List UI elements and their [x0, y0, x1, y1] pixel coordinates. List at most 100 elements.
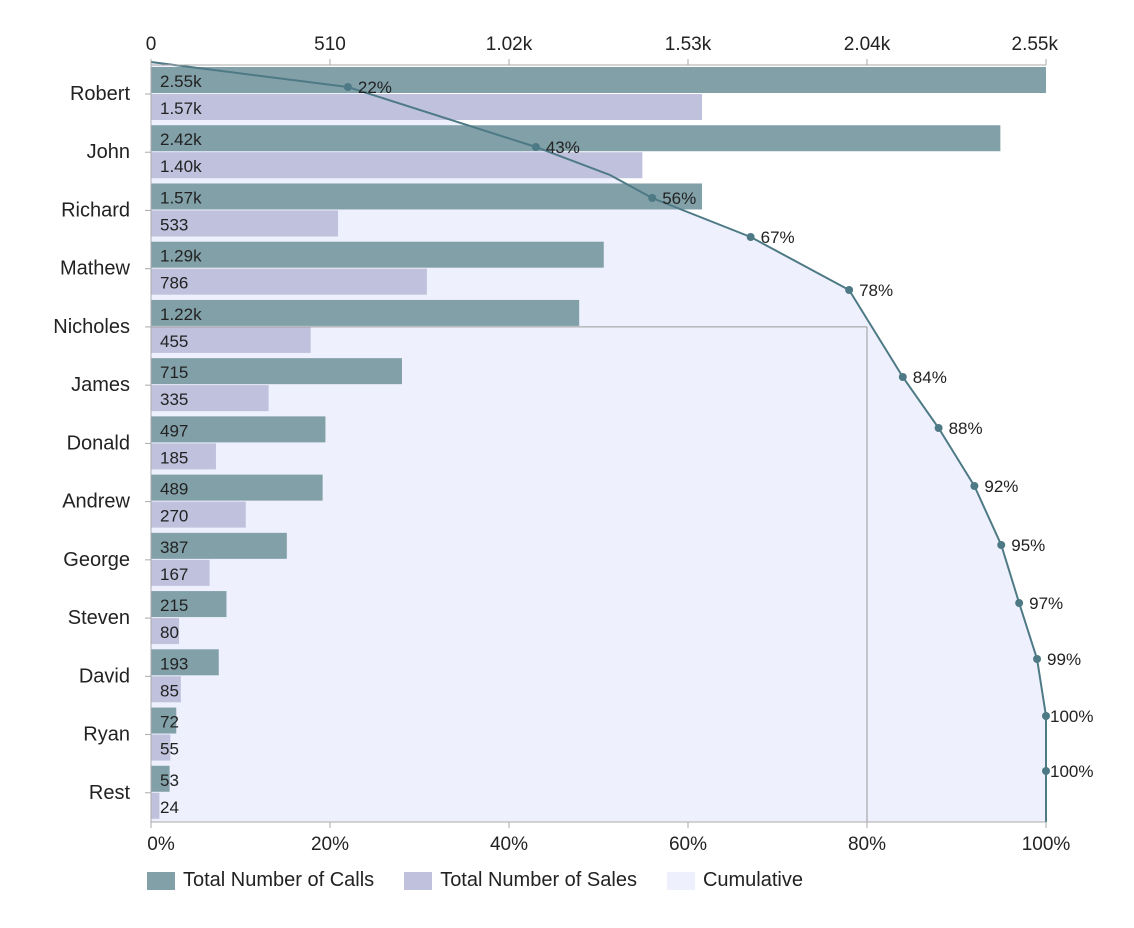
top-tick-label: 2.55k: [1012, 34, 1059, 55]
bar-sales: [151, 210, 339, 237]
category-label: Mathew: [60, 258, 131, 280]
category-label: Rest: [89, 782, 131, 804]
category-label: James: [71, 374, 130, 396]
legend-label-calls: Total Number of Calls: [183, 869, 375, 891]
data-label-calls: 1.29k: [160, 247, 202, 266]
cumulative-label: 97%: [1029, 594, 1063, 613]
data-label-calls: 497: [160, 421, 188, 440]
legend-label-sales: Total Number of Sales: [440, 869, 637, 891]
data-label-sales: 270: [160, 507, 188, 526]
data-label-calls: 72: [160, 713, 179, 732]
cumulative-point: [1042, 712, 1050, 720]
bar-calls: [151, 125, 1001, 152]
cumulative-point: [898, 373, 907, 381]
cumulative-point: [997, 541, 1006, 549]
category-label: Ryan: [83, 724, 130, 746]
legend-label-cumulative: Cumulative: [702, 869, 803, 891]
data-label-calls: 193: [160, 654, 188, 673]
bottom-tick-label: 0%: [147, 834, 175, 855]
cumulative-label: 67%: [761, 228, 795, 247]
cumulative-point: [1015, 599, 1024, 607]
data-label-sales: 455: [160, 332, 188, 351]
data-label-calls: 53: [160, 771, 179, 790]
data-label-sales: 533: [160, 215, 188, 234]
cumulative-label: 56%: [662, 189, 696, 208]
legend-item-sales[interactable]: Total Number of Sales: [404, 869, 637, 892]
data-label-calls: 1.57k: [160, 188, 202, 207]
bar-calls: [151, 299, 580, 326]
cumulative-line: [150, 61, 1047, 822]
data-label-sales: 80: [160, 623, 179, 642]
bar-sales: [151, 443, 216, 470]
bottom-tick-label: 100%: [1022, 834, 1071, 855]
data-label-calls: 387: [160, 538, 188, 557]
cumulative-label: 99%: [1047, 650, 1081, 669]
legend-item-cumulative[interactable]: Cumulative: [666, 869, 803, 892]
data-label-calls: 215: [160, 596, 188, 615]
cumulative-point: [1042, 767, 1050, 775]
bottom-tick-label: 60%: [669, 834, 707, 855]
top-tick-label: 510: [314, 34, 346, 55]
cumulative-point: [343, 83, 352, 91]
bar-calls: [151, 358, 402, 385]
category-label: Robert: [70, 83, 130, 105]
cumulative-label: 22%: [358, 78, 392, 97]
legend: Total Number of Calls Total Number of Sa…: [147, 869, 833, 892]
legend-swatch-calls: [147, 871, 175, 890]
cumulative-point: [648, 194, 657, 202]
cumulative-label: 92%: [984, 477, 1018, 496]
cumulative-label: 100%: [1050, 707, 1093, 726]
category-label: Steven: [68, 607, 130, 629]
data-label-sales: 85: [160, 681, 179, 700]
cumulative-point: [934, 424, 943, 432]
legend-item-calls[interactable]: Total Number of Calls: [147, 869, 374, 892]
bottom-tick-label: 40%: [490, 834, 528, 855]
bar-calls: [151, 765, 170, 792]
data-label-sales: 55: [160, 740, 179, 759]
bottom-tick-label: 20%: [311, 834, 349, 855]
bar-sales: [151, 734, 171, 761]
bar-calls: [151, 532, 287, 559]
data-label-sales: 335: [160, 390, 188, 409]
data-label-calls: 1.22k: [160, 305, 202, 324]
bar-sales: [151, 268, 427, 295]
bar-calls: [151, 416, 326, 443]
category-label: Andrew: [62, 491, 130, 513]
bottom-tick-label: 80%: [848, 834, 886, 855]
bar-calls: [151, 591, 227, 618]
category-label: Richard: [61, 199, 130, 221]
bar-calls: [151, 474, 323, 501]
category-label: George: [63, 549, 130, 571]
cumulative-point: [970, 482, 979, 490]
bar-calls: [151, 183, 703, 210]
top-tick-label: 1.02k: [486, 34, 533, 55]
cumulative-label: 84%: [913, 368, 947, 387]
bar-sales: [151, 94, 703, 120]
bar-sales: [151, 326, 311, 353]
cumulative-point: [1033, 655, 1042, 663]
cumulative-point: [746, 233, 755, 241]
data-label-sales: 1.40k: [160, 157, 202, 176]
legend-swatch-cumulative: [666, 871, 695, 890]
category-label: David: [79, 665, 130, 687]
cumulative-label: 43%: [546, 138, 580, 157]
data-label-calls: 489: [160, 480, 188, 499]
bar-calls: [151, 707, 177, 734]
data-label-calls: 2.42k: [160, 130, 202, 149]
bar-sales: [151, 501, 246, 528]
bar-sales: [151, 618, 180, 645]
bar-calls: [151, 649, 219, 676]
data-label-sales: 1.57k: [160, 99, 202, 118]
top-tick-label: 1.53k: [665, 34, 712, 55]
cumulative-label: 95%: [1011, 536, 1045, 555]
category-label: Nicholes: [53, 316, 130, 338]
cumulative-point: [845, 286, 854, 294]
bar-sales: [151, 385, 269, 412]
bar-sales: [151, 676, 181, 703]
bar-calls: [151, 241, 604, 268]
bar-sales: [151, 559, 210, 586]
top-tick-label: 2.04k: [844, 34, 891, 55]
cumulative-label: 100%: [1050, 762, 1093, 781]
category-label: Donald: [67, 432, 130, 454]
